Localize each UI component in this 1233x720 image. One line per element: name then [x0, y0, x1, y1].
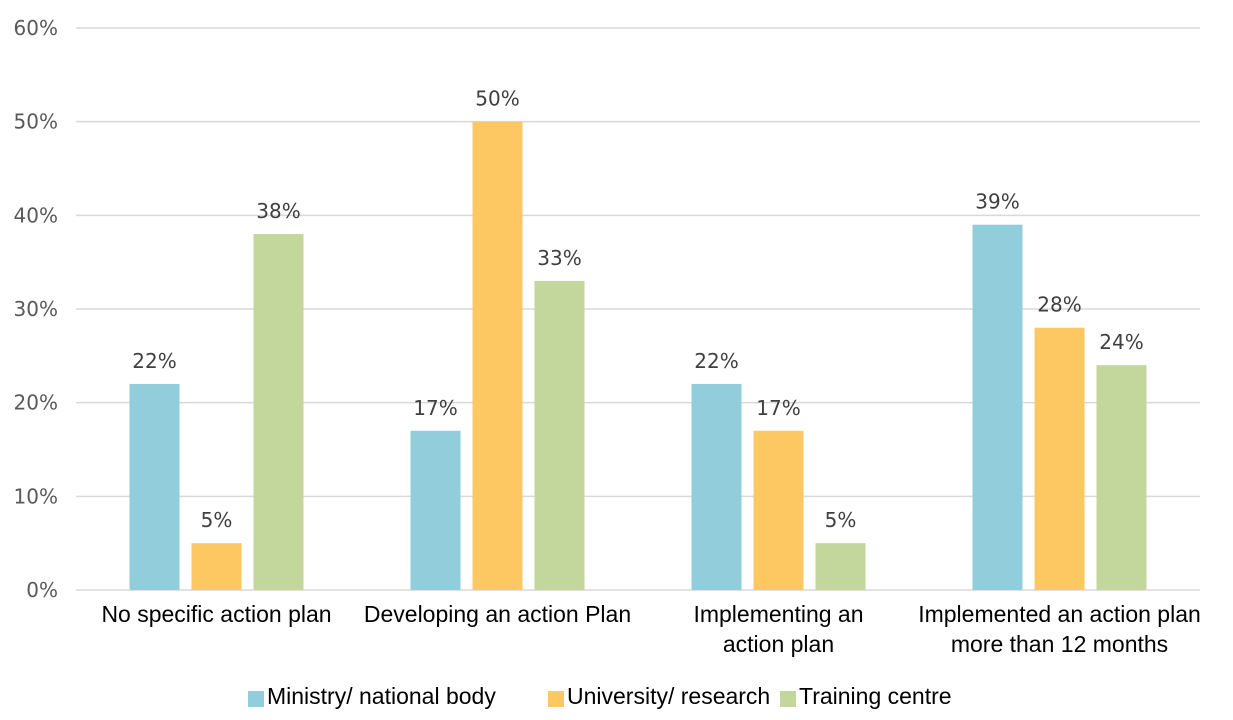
x-category-label-line: action plan	[723, 631, 834, 657]
bar	[1096, 365, 1147, 590]
data-label: 39%	[975, 190, 1019, 214]
data-label: 22%	[694, 349, 738, 373]
bar	[691, 383, 742, 590]
data-label: 5%	[201, 508, 233, 532]
bar	[972, 224, 1023, 590]
legend-label: University/ research	[567, 683, 770, 709]
x-category-label-line: Developing an action Plan	[364, 601, 631, 627]
data-label: 24%	[1099, 330, 1143, 354]
bar	[253, 234, 304, 591]
data-label: 17%	[413, 396, 457, 420]
legend: Ministry/ national body University/ resea…	[248, 683, 952, 709]
x-category-label: No specific action plan	[101, 601, 331, 627]
y-tick-label: 20%	[14, 391, 58, 415]
y-axis-ticks: 0% 10% 20% 30% 40% 50% 60%	[14, 16, 58, 602]
data-label: 38%	[256, 199, 300, 223]
x-category-label-line: Implementing an	[693, 601, 863, 627]
x-category-label: Implementing an action plan	[693, 601, 863, 657]
bar	[472, 121, 523, 591]
bar	[129, 383, 180, 590]
data-label: 28%	[1037, 293, 1081, 317]
bar	[410, 430, 461, 590]
data-label: 33%	[537, 246, 581, 270]
legend-swatch	[248, 691, 264, 707]
y-tick-label: 0%	[26, 578, 58, 602]
legend-label: Ministry/ national body	[267, 683, 496, 709]
bar	[191, 543, 242, 590]
x-category-label-line: No specific action plan	[101, 601, 331, 627]
y-tick-label: 60%	[14, 16, 58, 40]
data-label: 5%	[825, 508, 857, 532]
y-tick-label: 10%	[14, 484, 58, 508]
x-category-label-line: more than 12 months	[951, 631, 1168, 657]
data-labels: 22% 5% 38% 17% 50% 33% 22% 17% 5% 39% 28% 24%	[132, 87, 1143, 533]
legend-label: Training centre	[799, 683, 952, 709]
bar	[1034, 327, 1085, 590]
bar	[815, 543, 866, 590]
y-tick-label: 30%	[14, 297, 58, 321]
data-label: 17%	[756, 396, 800, 420]
gridlines	[76, 27, 1200, 591]
legend-swatch	[780, 691, 796, 707]
legend-swatch	[548, 691, 564, 707]
bar	[753, 430, 804, 590]
y-tick-label: 50%	[14, 110, 58, 134]
y-tick-label: 40%	[14, 203, 58, 227]
data-label: 22%	[132, 349, 176, 373]
x-category-label: Implemented an action plan more than 12 m…	[918, 601, 1201, 657]
x-category-label: Developing an action Plan	[364, 601, 631, 627]
x-category-label-line: Implemented an action plan	[918, 601, 1201, 627]
data-label: 50%	[475, 87, 519, 111]
bars	[129, 121, 1147, 591]
bar	[534, 280, 585, 590]
